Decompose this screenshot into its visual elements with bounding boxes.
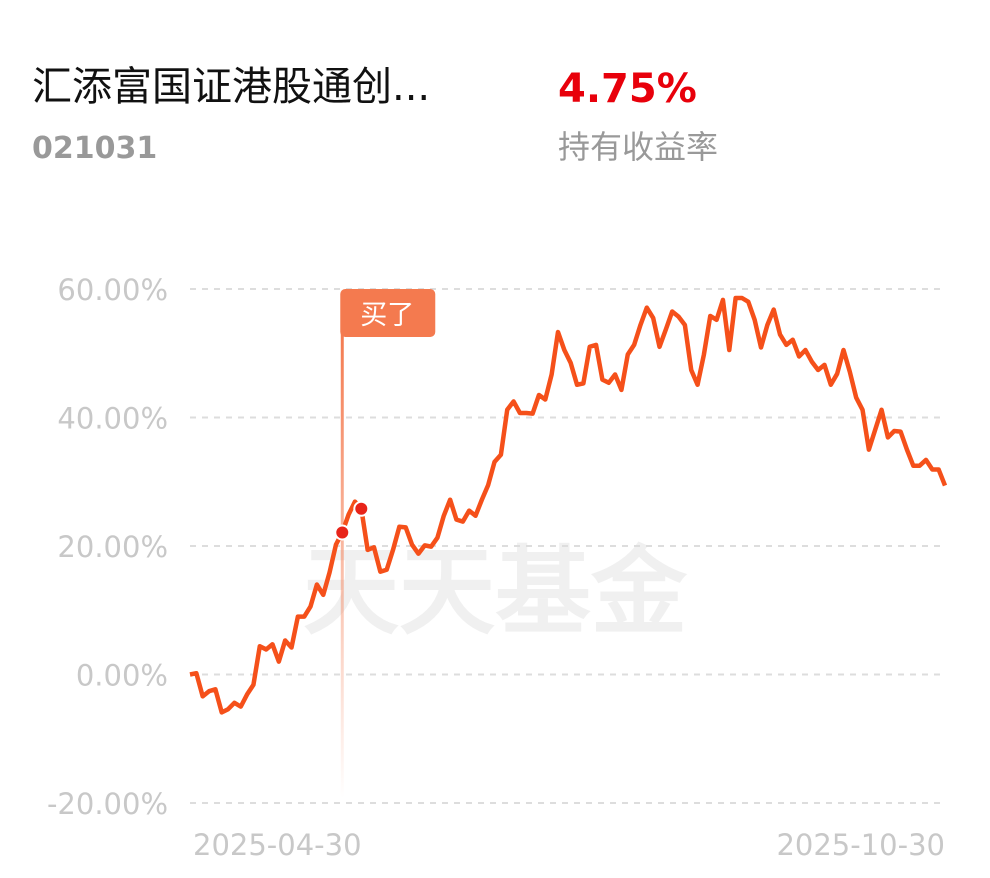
- x-tick-label: 2025-10-30: [776, 828, 945, 862]
- y-tick-label: 60.00%: [57, 273, 168, 307]
- fund-code: 021031: [32, 131, 157, 166]
- buy-line: [340, 330, 344, 798]
- y-tick-label: 20.00%: [57, 530, 168, 564]
- y-tick-label: -20.00%: [47, 787, 168, 821]
- return-label: 持有收益率: [558, 128, 718, 166]
- y-tick-label: 0.00%: [76, 659, 168, 693]
- return-value: 4.75%: [558, 66, 697, 112]
- buy-label: 买了: [360, 300, 414, 331]
- buy-badge: [340, 289, 436, 337]
- x-tick-label: 2025-04-30: [193, 828, 362, 862]
- fund-title: 汇添富国证港股通创...: [32, 64, 430, 110]
- y-tick-label: 40.00%: [57, 402, 168, 436]
- trade-dot: [353, 500, 370, 517]
- watermark: 天天基金: [303, 536, 688, 648]
- trade-dot: [334, 524, 351, 541]
- line-series: [189, 295, 948, 715]
